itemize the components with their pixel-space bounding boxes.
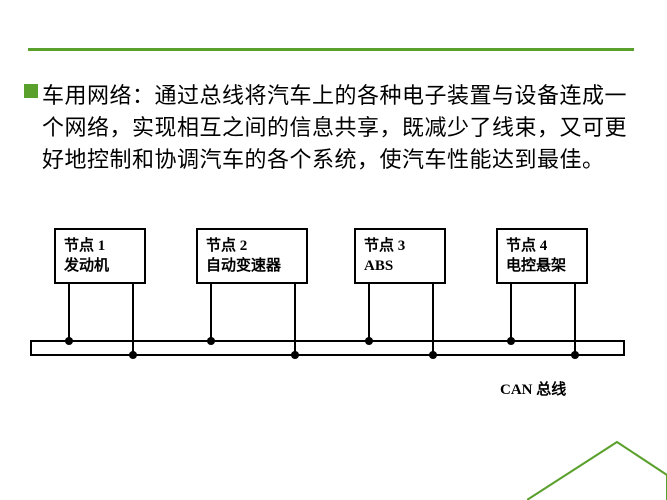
node-subtitle: 电控悬架: [506, 256, 578, 276]
node-title: 节点 1: [64, 236, 136, 256]
drop-line: [294, 284, 296, 354]
body-paragraph: 车用网络：通过总线将汽车上的各种电子装置与设备连成一个网络，实现相互之间的信息共…: [42, 80, 642, 176]
node-title: 节点 3: [364, 236, 436, 256]
node-4: 节点 4电控悬架: [496, 228, 588, 284]
bus-junction-dot: [129, 351, 137, 359]
drop-line: [210, 284, 212, 340]
bus-endcap: [30, 340, 32, 356]
drop-line: [574, 284, 576, 354]
bus-junction-dot: [571, 351, 579, 359]
drop-line: [132, 284, 134, 354]
bus-junction-dot: [291, 351, 299, 359]
drop-line: [368, 284, 370, 340]
node-title: 节点 2: [206, 236, 298, 256]
node-1: 节点 1发动机: [54, 228, 146, 284]
bullet-square: [24, 84, 38, 98]
node-title: 节点 4: [506, 236, 578, 256]
drop-line: [510, 284, 512, 340]
node-subtitle: 发动机: [64, 256, 136, 276]
drop-line: [432, 284, 434, 354]
bus-label: CAN 总线: [500, 378, 566, 399]
bus-junction-dot: [207, 337, 215, 345]
bus-line-top: [30, 340, 625, 342]
bus-junction-dot: [429, 351, 437, 359]
drop-line: [68, 284, 70, 340]
bus-junction-dot: [507, 337, 515, 345]
bus-line-bottom: [30, 354, 625, 356]
can-bus-diagram: 节点 1发动机节点 2自动变速器节点 3ABS节点 4电控悬架CAN 总线: [30, 228, 625, 448]
node-3: 节点 3ABS: [354, 228, 446, 284]
top-divider: [28, 48, 634, 51]
node-2: 节点 2自动变速器: [196, 228, 308, 284]
node-subtitle: ABS: [364, 256, 436, 276]
bus-endcap: [623, 340, 625, 356]
node-subtitle: 自动变速器: [206, 256, 298, 276]
bus-junction-dot: [365, 337, 373, 345]
bus-junction-dot: [65, 337, 73, 345]
